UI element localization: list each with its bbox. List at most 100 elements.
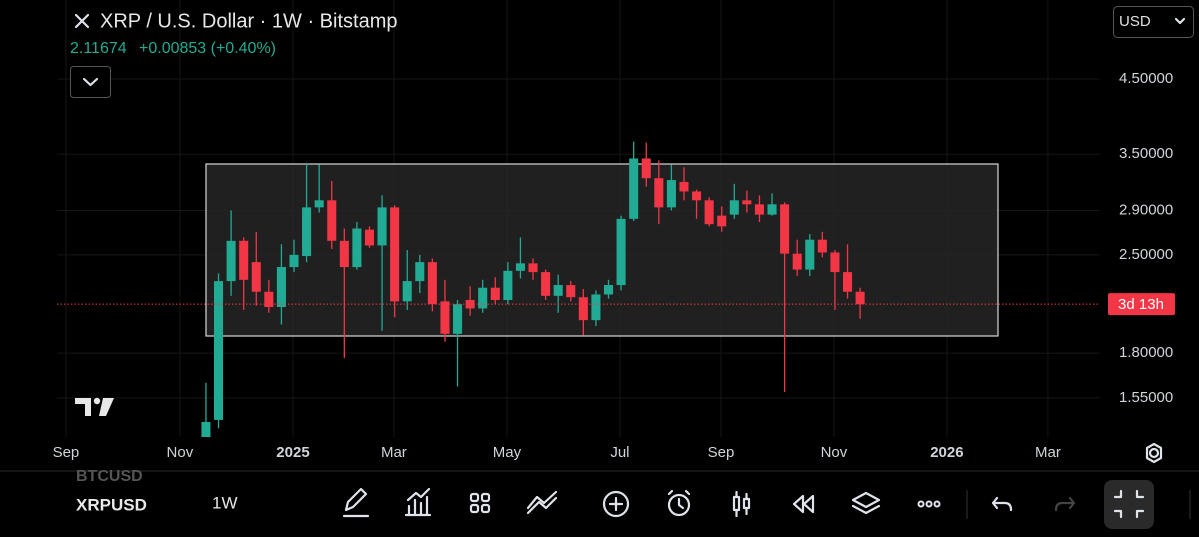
rectangle-drawing[interactable] (205, 163, 999, 337)
candle-body (603, 285, 614, 295)
candle-body (591, 294, 601, 321)
candle-body (289, 254, 299, 268)
candle-body (842, 272, 853, 292)
candle-body (717, 215, 727, 227)
candle-body (251, 262, 261, 292)
candle-body (327, 200, 337, 241)
countdown-badge (1108, 293, 1175, 316)
interval[interactable]: 1W (212, 493, 238, 512)
candle-body (754, 204, 764, 215)
countdown: 3d 13h (1118, 296, 1164, 313)
y-tick-label: 2.90000 (1119, 201, 1173, 218)
candle-body (402, 281, 412, 302)
candle-body (239, 240, 249, 280)
price-change: +0.00853 (+0.40%) (139, 40, 276, 57)
candle-body (654, 178, 664, 208)
draw-tool[interactable] (342, 487, 370, 518)
candle-body (729, 200, 739, 215)
candle-body (201, 421, 211, 437)
candle-body (641, 158, 651, 179)
candle-body (692, 191, 702, 201)
layout-tool[interactable] (469, 492, 491, 514)
x-tick-label: Jul (610, 444, 629, 461)
candle-body (541, 272, 551, 296)
x-tick-label: Mar (1035, 444, 1061, 461)
candle-body (390, 207, 400, 302)
candle-body (427, 262, 437, 305)
collapse-button[interactable] (70, 66, 111, 98)
undo-button[interactable] (991, 496, 1013, 512)
candle-body (679, 181, 689, 192)
x-tick-label: 2026 (930, 444, 963, 461)
candles (57, 141, 1100, 437)
currency: USD (1119, 13, 1151, 30)
candle-body (453, 304, 463, 334)
candle-body (226, 240, 236, 282)
candle-body (515, 263, 525, 271)
y-tick-label: 2.50000 (1119, 246, 1173, 263)
candle-body (578, 297, 588, 321)
alert-tool[interactable] (667, 489, 691, 517)
currency-select[interactable]: USD (1113, 6, 1194, 38)
candle-body (767, 204, 777, 215)
x-tick-label: Nov (821, 444, 848, 461)
x-tick-label: 2025 (276, 444, 309, 461)
candle-body (276, 267, 286, 308)
candle-body (490, 287, 500, 300)
candle-body (264, 291, 274, 308)
candle-body (553, 285, 563, 296)
candle-body (364, 229, 375, 246)
candle-body (616, 218, 626, 286)
candle-body (415, 262, 425, 282)
more-tool[interactable] (917, 500, 941, 508)
candle-body (377, 207, 387, 246)
candle-body (666, 180, 676, 208)
candle-body (314, 200, 324, 208)
candle-body (213, 281, 224, 420)
candle-body (780, 204, 790, 254)
fullscreen-button[interactable] (1104, 480, 1154, 529)
candle-body (792, 253, 802, 270)
x-tick-label: Mar (381, 444, 407, 461)
last-price: 2.11674 (70, 40, 127, 57)
chart-type-tool[interactable] (732, 490, 751, 518)
x-tick-label: Sep (53, 444, 80, 461)
logo (75, 397, 114, 416)
settings-button[interactable] (1145, 442, 1163, 464)
indicators-tool[interactable] (404, 487, 432, 517)
candle-body (742, 200, 752, 205)
candle-body (805, 239, 815, 270)
candle-body (566, 285, 576, 298)
symbol-title: XRP / U.S. Dollar · 1W · Bitstamp (100, 10, 397, 32)
candle-body (830, 252, 840, 273)
y-tick-label: 3.50000 (1119, 145, 1173, 162)
x-tick-label: May (493, 444, 522, 461)
candle-body (629, 158, 639, 219)
x-tick-label: Sep (708, 444, 735, 461)
y-tick-label: 4.50000 (1119, 70, 1173, 87)
x-tick-label: Nov (167, 444, 194, 461)
y-tick-label: 1.55000 (1119, 389, 1173, 406)
axes: 1.55000 1.80000 2.50000 2.90000 3.50000 4.500… (53, 70, 1175, 461)
candle-body (352, 228, 362, 268)
redo-button[interactable] (1054, 496, 1076, 512)
close-button[interactable] (74, 13, 90, 29)
candle-body (302, 207, 312, 257)
layers-tool[interactable] (851, 491, 881, 515)
candle-body (704, 200, 714, 225)
candle-body (855, 291, 865, 305)
candle-body (528, 263, 538, 273)
candle-body (817, 239, 827, 253)
symbol-prev[interactable]: BTCUSD (76, 468, 143, 485)
y-tick-label: 1.80000 (1119, 344, 1173, 361)
candle-body (503, 270, 513, 300)
symbol-current[interactable]: XRPUSD (76, 495, 147, 514)
add-tool[interactable] (602, 490, 630, 518)
replay-tool[interactable] (792, 494, 815, 514)
compare-tool[interactable] (526, 490, 558, 515)
candle-body (478, 287, 488, 309)
candle-body (339, 240, 349, 268)
candle-body (440, 301, 450, 334)
